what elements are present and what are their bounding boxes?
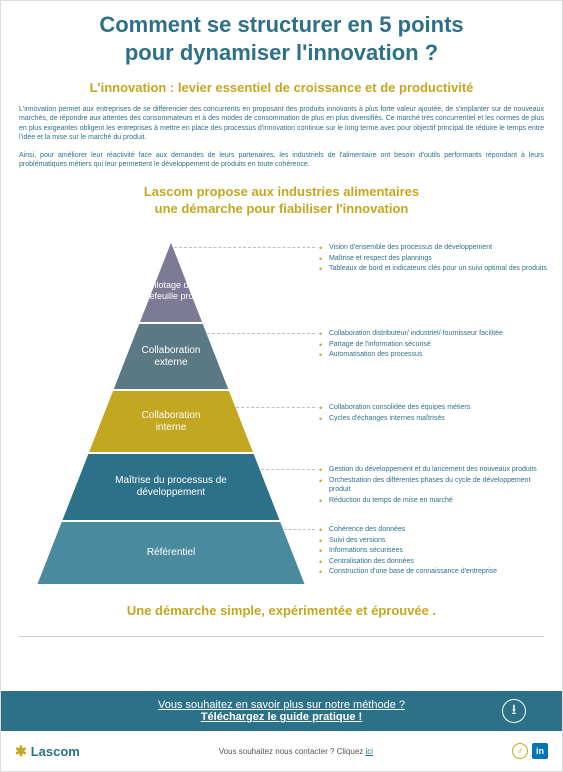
intro-paragraph-1: L'innovation permet aux entreprises de s… (1, 101, 562, 147)
bullet-item: Vision d'ensemble des processus de dével… (319, 243, 549, 252)
pyramid-layer-4 (36, 521, 306, 585)
title-line1: Comment se structurer en 5 points (99, 12, 463, 37)
cta-banner[interactable]: Vous souhaitez en savoir plus sur notre … (1, 691, 562, 731)
logo-mark-icon: ✱ (15, 743, 27, 760)
pyramid-layer-2 (88, 390, 255, 453)
bottom-tagline: Une démarche simple, expérimentée et épr… (1, 595, 562, 626)
bullet-item: Gestion du développement et du lancement… (319, 465, 549, 474)
pyramid-layer-3 (61, 453, 281, 521)
bullet-item: Orchestration des différentes phases du … (319, 476, 549, 495)
pyramid-bullets-4: Cohérence des données Suivi des versionsI… (319, 525, 549, 577)
cta-line1: Vous souhaitez en savoir plus sur notre … (1, 699, 562, 711)
subtitle: L'innovation : levier essentiel de crois… (1, 66, 562, 101)
pyramid-layer-0 (139, 240, 204, 323)
bullet-item: Cohérence des données (319, 525, 549, 534)
pyramid-diagram: Pilotage duportefeuille produitVision d'… (1, 225, 562, 595)
pyramid-bullets-1: Collaboration distributeur/ industriel/ … (319, 329, 549, 360)
section-title-line2: une démarche pour fiabiliser l'innovatio… (155, 201, 409, 216)
section-title-line1: Lascom propose aux industries alimentair… (144, 184, 419, 199)
intro-paragraph-2: Ainsi, pour améliorer leur réactivité fa… (1, 147, 562, 174)
connector-line-3 (261, 469, 315, 470)
pyramid-bullets-0: Vision d'ensemble des processus de dével… (319, 243, 549, 274)
linkedin-icon[interactable]: in (532, 743, 548, 759)
bullet-item: Suivi des versions (319, 536, 549, 545)
connector-line-2 (236, 407, 315, 408)
bullet-item: Collaboration distributeur/ industriel/ … (319, 329, 549, 338)
bullet-item: Centralisation des données (319, 557, 549, 566)
title-line2: pour dynamiser l'innovation ? (125, 40, 438, 65)
bullet-item: Tableaux de bord et indicateurs clés pou… (319, 264, 549, 273)
pyramid-bullets-2: Collaboration consolidée des équipes mét… (319, 403, 549, 424)
bullet-item: Collaboration consolidée des équipes mét… (319, 403, 549, 412)
page-title: Comment se structurer en 5 points pour d… (1, 1, 562, 66)
section-title: Lascom propose aux industries alimentair… (1, 174, 562, 222)
connector-line-0 (174, 247, 315, 248)
pyramid-bullets-3: Gestion du développement et du lancement… (319, 465, 549, 506)
viadeo-icon[interactable]: ♂ (512, 743, 528, 759)
pyramid-svg (31, 225, 311, 595)
bullet-item: Construction d'une base de connaissance … (319, 567, 549, 576)
bullet-item: Partage de l'information sécurisé (319, 340, 549, 349)
divider (19, 636, 544, 637)
logo-text: Lascom (31, 744, 80, 759)
footer-contact-prefix: Vous souhaitez nous contacter ? Cliquez (219, 747, 366, 756)
connector-line-1 (207, 333, 315, 334)
footer: ✱ Lascom Vous souhaitez nous contacter ?… (1, 731, 562, 771)
footer-contact: Vous souhaitez nous contacter ? Cliquez … (80, 747, 512, 756)
logo: ✱ Lascom (15, 743, 80, 760)
bullet-item: Réduction du temps de mise en marché (319, 496, 549, 505)
bullet-item: Informations sécurisées (319, 546, 549, 555)
download-icon[interactable]: ⭳ (502, 699, 526, 723)
footer-contact-link[interactable]: ici (366, 747, 374, 756)
footer-social: ♂ in (512, 743, 548, 759)
bullet-item: Automatisation des processus (319, 350, 549, 359)
bullet-item: Maîtrise et respect des plannings (319, 254, 549, 263)
connector-line-4 (284, 529, 315, 530)
bullet-item: Cycles d'échanges internes maîtrisés (319, 414, 549, 423)
cta-line2: Téléchargez le guide pratique ! (1, 711, 562, 723)
